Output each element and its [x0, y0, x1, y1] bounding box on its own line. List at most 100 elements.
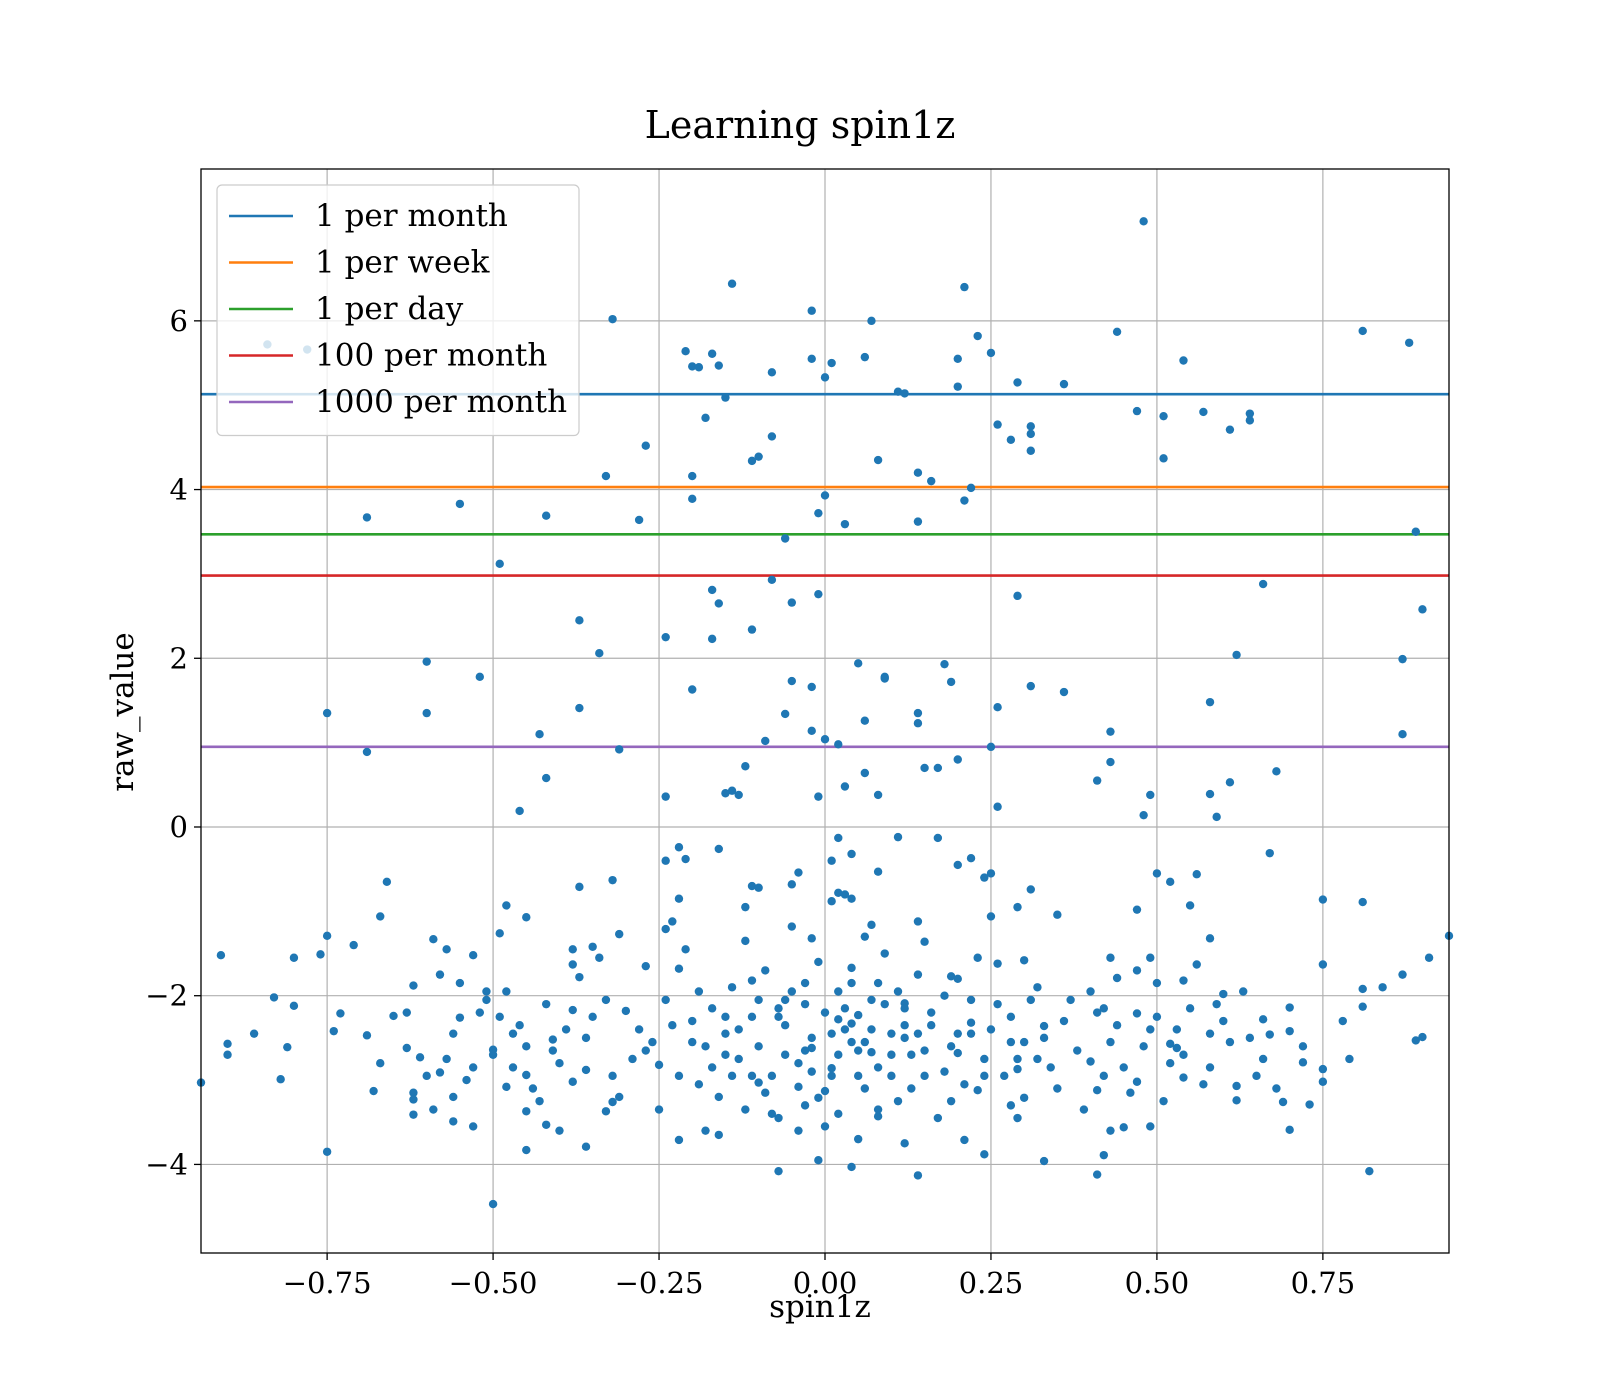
scatter-point — [820, 373, 830, 382]
scatter-point — [376, 912, 385, 921]
scatter-point — [780, 1050, 790, 1059]
scatter-point — [1006, 1101, 1016, 1110]
y-tick-label: 6 — [170, 304, 188, 338]
scatter-point — [754, 995, 763, 1005]
scatter-point — [747, 1012, 757, 1021]
scatter-point — [1132, 406, 1142, 416]
scatter-point — [1265, 848, 1274, 858]
scatter-point — [721, 1050, 730, 1059]
scatter-point — [920, 1046, 929, 1055]
scatter-point — [747, 1071, 757, 1081]
legend-box — [216, 184, 580, 437]
scatter-point — [953, 354, 962, 364]
scatter-point — [807, 354, 816, 364]
scatter-point — [1165, 1039, 1175, 1048]
scatter-point — [455, 499, 465, 509]
scatter-point — [1424, 953, 1434, 962]
scatter-point — [727, 786, 737, 795]
scatter-point — [1159, 411, 1168, 421]
scatter-point — [1318, 960, 1328, 969]
scatter-point — [442, 1054, 451, 1064]
scatter-point — [847, 1019, 856, 1028]
scatter-point — [382, 877, 392, 887]
scatter-point — [787, 922, 797, 931]
scatter-point — [860, 1037, 870, 1047]
scatter-point — [800, 1101, 810, 1110]
scatter-point — [853, 659, 863, 668]
scatter-point — [721, 1029, 730, 1038]
legend-entry-label: 1 per week — [315, 245, 490, 281]
scatter-point — [966, 995, 976, 1005]
scatter-point — [787, 987, 797, 996]
scatter-point — [615, 1092, 624, 1102]
scatter-point — [1199, 407, 1208, 417]
scatter-point — [913, 970, 923, 979]
scatter-point — [727, 1071, 737, 1081]
scatter-point — [787, 676, 797, 686]
scatter-point — [1225, 778, 1235, 787]
scatter-point — [913, 1171, 923, 1180]
legend: 1 per month 1 per week 1 per day 100 per mo… — [216, 184, 580, 437]
scatter-point — [688, 685, 697, 694]
scatter-point — [522, 1042, 531, 1051]
scatter-point — [1205, 789, 1215, 799]
scatter-point — [860, 932, 870, 941]
scatter-point — [455, 1013, 465, 1022]
scatter-point — [502, 1082, 511, 1092]
scatter-point — [654, 1060, 664, 1070]
scatter-point — [661, 856, 670, 865]
scatter-point — [800, 978, 810, 988]
scatter-point — [1146, 790, 1155, 800]
scatter-point — [741, 1105, 750, 1114]
scatter-point — [608, 1097, 617, 1107]
scatter-point — [1139, 810, 1148, 820]
scatter-point — [336, 1009, 345, 1018]
scatter-point — [1073, 1046, 1082, 1055]
scatter-point — [960, 282, 969, 292]
scatter-point — [1039, 1156, 1049, 1166]
scatter-point — [800, 999, 810, 1009]
scatter-point — [873, 1112, 883, 1121]
scatter-point — [568, 1077, 577, 1086]
scatter-point — [847, 1162, 856, 1172]
scatter-point — [893, 387, 903, 396]
scatter-point — [641, 961, 650, 971]
scatter-point — [913, 517, 923, 526]
scatter-point — [674, 894, 684, 903]
scatter-point — [575, 882, 584, 892]
scatter-point — [853, 1010, 863, 1020]
scatter-point — [847, 963, 856, 973]
scatter-point — [761, 966, 770, 975]
scatter-point — [1179, 356, 1188, 365]
scatter-point — [402, 1008, 411, 1017]
scatter-point — [661, 995, 670, 1005]
scatter-point — [449, 1092, 458, 1102]
scatter-point — [966, 1018, 976, 1027]
scatter-point — [1192, 960, 1201, 969]
scatter-point — [648, 1037, 657, 1047]
scatter-point — [873, 867, 883, 876]
scatter-point — [1013, 591, 1022, 601]
scatter-point — [933, 833, 943, 843]
scatter-point — [1046, 1063, 1055, 1072]
scatter-point — [362, 1031, 372, 1040]
scatter-point — [1318, 1064, 1328, 1074]
scatter-point — [283, 1042, 292, 1052]
scatter-point — [761, 1088, 770, 1097]
scatter-point — [694, 363, 704, 372]
scatter-point — [541, 1120, 551, 1129]
scatter-point — [1139, 1042, 1148, 1051]
scatter-point — [734, 790, 743, 800]
scatter-point — [1006, 1012, 1016, 1021]
y-tick-label: −4 — [145, 1147, 188, 1181]
scatter-point — [734, 1025, 743, 1034]
y-axis-ticks: −4 −2 0 2 4 6 — [145, 304, 201, 1181]
scatter-point — [475, 1008, 485, 1017]
scatter-point — [780, 534, 790, 543]
scatter-point — [1398, 729, 1407, 739]
scatter-point — [721, 1012, 730, 1021]
scatter-point — [820, 1086, 830, 1096]
scatter-point — [827, 1029, 836, 1038]
scatter-point — [920, 763, 929, 773]
scatter-point — [714, 1130, 723, 1140]
